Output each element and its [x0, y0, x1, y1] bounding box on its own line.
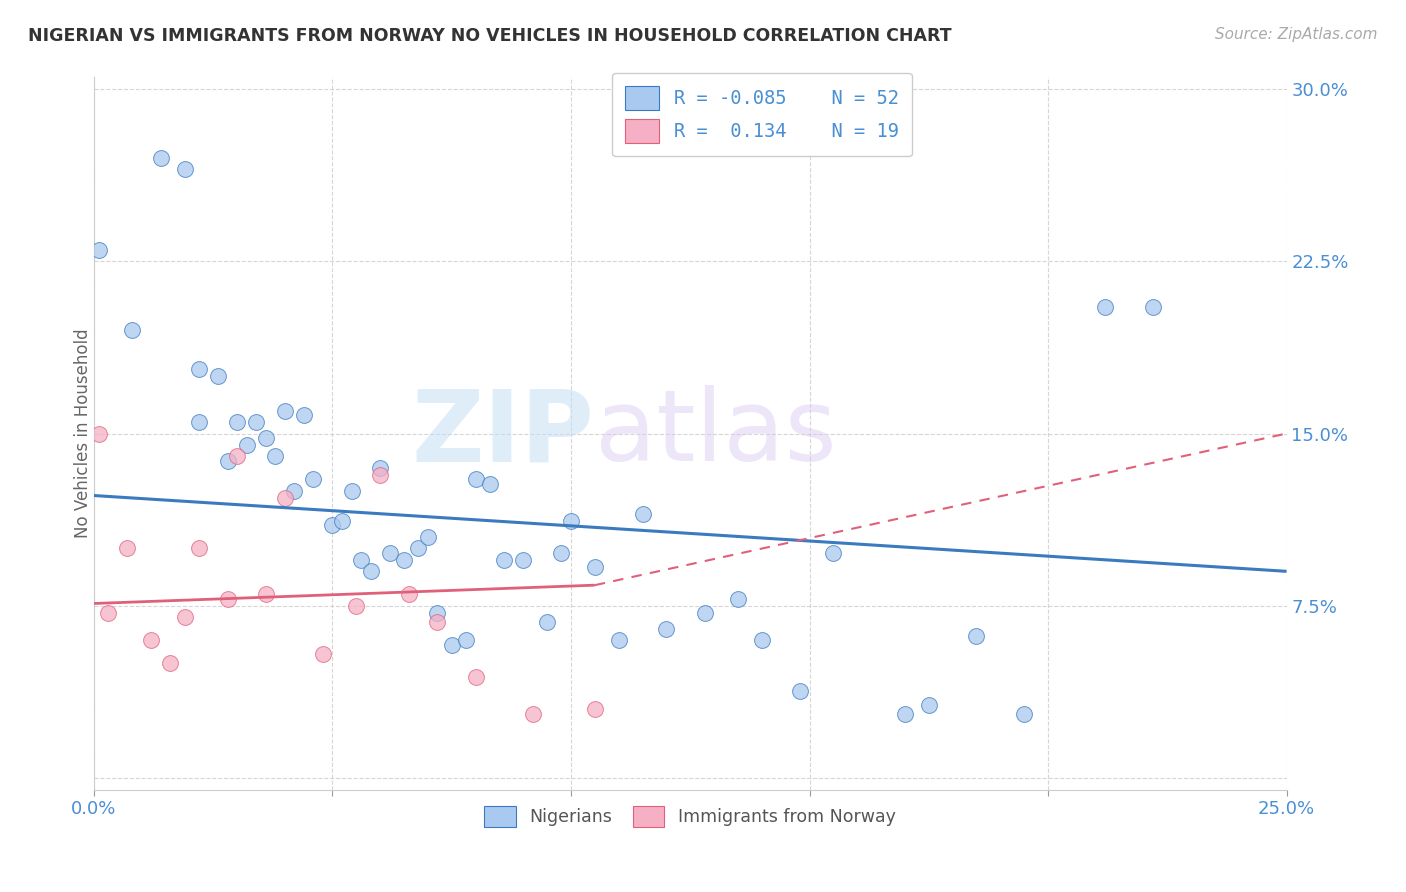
- Point: [823, 546, 845, 560]
- Point: [87, 426, 110, 441]
- Point: [727, 591, 749, 606]
- Point: [187, 362, 209, 376]
- Point: [274, 491, 297, 505]
- Point: [187, 415, 209, 429]
- Point: [97, 606, 120, 620]
- Point: [187, 541, 209, 556]
- Point: [464, 472, 486, 486]
- Point: [631, 507, 654, 521]
- Point: [478, 477, 501, 491]
- Point: [1094, 300, 1116, 314]
- Point: [292, 408, 315, 422]
- Point: [254, 431, 277, 445]
- Point: [416, 530, 439, 544]
- Point: [512, 553, 534, 567]
- Point: [550, 546, 572, 560]
- Text: atlas: atlas: [595, 385, 837, 482]
- Point: [360, 565, 382, 579]
- Point: [426, 606, 449, 620]
- Point: [583, 559, 606, 574]
- Point: [235, 438, 257, 452]
- Point: [1142, 300, 1164, 314]
- Point: [350, 553, 373, 567]
- Point: [141, 633, 163, 648]
- Point: [751, 633, 773, 648]
- Point: [522, 706, 544, 721]
- Text: ZIP: ZIP: [412, 385, 595, 482]
- Point: [117, 541, 139, 556]
- Point: [464, 670, 486, 684]
- Point: [245, 415, 267, 429]
- Point: [560, 514, 582, 528]
- Point: [302, 472, 325, 486]
- Point: [159, 657, 181, 671]
- Point: [693, 606, 716, 620]
- Point: [1012, 706, 1035, 721]
- Point: [440, 638, 463, 652]
- Point: [207, 369, 229, 384]
- Point: [87, 243, 110, 257]
- Point: [274, 403, 297, 417]
- Point: [340, 483, 363, 498]
- Point: [217, 591, 239, 606]
- Point: [966, 629, 988, 643]
- Point: [264, 450, 287, 464]
- Point: [368, 467, 391, 482]
- Point: [378, 546, 401, 560]
- Point: [536, 615, 558, 629]
- Point: [368, 461, 391, 475]
- Point: [398, 587, 420, 601]
- Point: [173, 610, 195, 624]
- Point: [312, 647, 335, 661]
- Text: NIGERIAN VS IMMIGRANTS FROM NORWAY NO VEHICLES IN HOUSEHOLD CORRELATION CHART: NIGERIAN VS IMMIGRANTS FROM NORWAY NO VE…: [28, 27, 952, 45]
- Point: [344, 599, 367, 613]
- Point: [607, 633, 630, 648]
- Point: [217, 454, 239, 468]
- Point: [789, 683, 811, 698]
- Point: [283, 483, 305, 498]
- Point: [454, 633, 477, 648]
- Point: [894, 706, 917, 721]
- Point: [149, 151, 172, 165]
- Point: [918, 698, 941, 712]
- Point: [121, 323, 143, 337]
- Point: [254, 587, 277, 601]
- Point: [392, 553, 415, 567]
- Point: [330, 514, 353, 528]
- Legend: Nigerians, Immigrants from Norway: Nigerians, Immigrants from Norway: [478, 799, 903, 834]
- Point: [494, 553, 516, 567]
- Point: [426, 615, 449, 629]
- Point: [226, 450, 249, 464]
- Point: [408, 541, 430, 556]
- Point: [173, 162, 195, 177]
- Y-axis label: No Vehicles in Household: No Vehicles in Household: [75, 328, 91, 538]
- Text: Source: ZipAtlas.com: Source: ZipAtlas.com: [1215, 27, 1378, 42]
- Point: [226, 415, 249, 429]
- Point: [321, 518, 343, 533]
- Point: [583, 702, 606, 716]
- Point: [655, 622, 678, 636]
